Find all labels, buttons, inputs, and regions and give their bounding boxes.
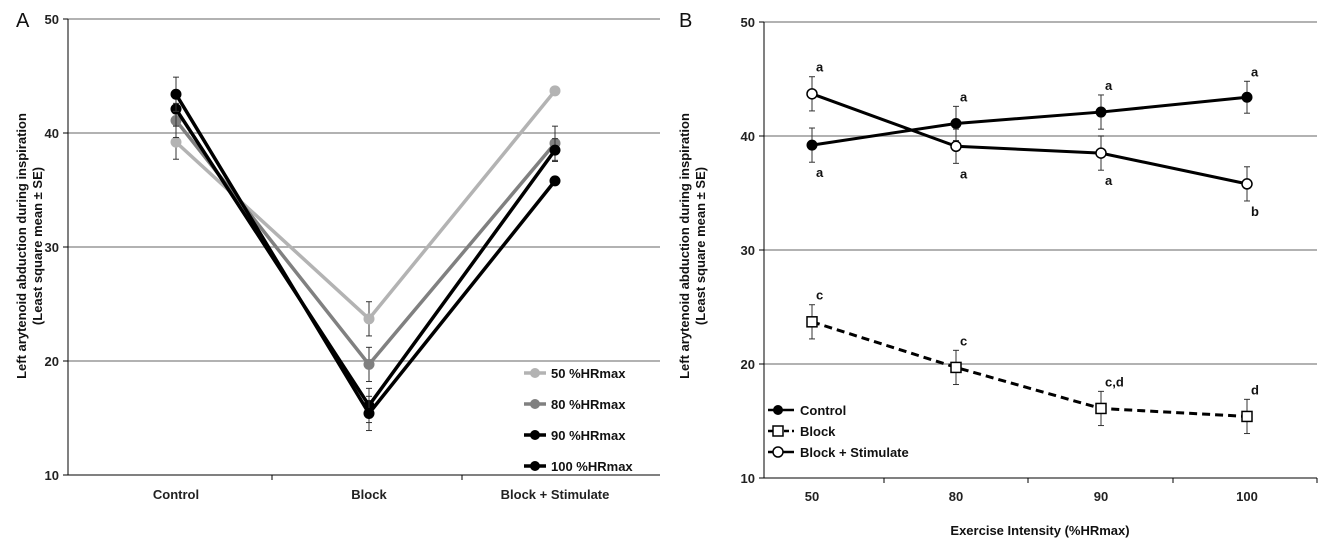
x-tick-label-b: 90: [1094, 489, 1108, 504]
y-tick-label-a: 50: [45, 12, 59, 27]
data-point-b: [950, 140, 962, 153]
legend-marker-a: [530, 368, 540, 378]
data-point-b: [1241, 178, 1253, 190]
significance-label-b: d: [1251, 382, 1259, 397]
data-point-a: [363, 407, 375, 419]
legend-label-a: 100 %HRmax: [551, 459, 633, 474]
significance-label-b: a: [1251, 64, 1259, 79]
y-tick-label-a: 10: [45, 468, 59, 483]
data-point-a: [549, 144, 561, 156]
data-point-a: [170, 88, 182, 100]
significance-label-b: c: [960, 333, 967, 348]
legend-marker-a: [530, 461, 540, 471]
legend-label-b: Block + Stimulate: [800, 445, 909, 460]
y-axis-title-a-line1: Left arytenoid abduction during inspirat…: [14, 113, 29, 379]
x-tick-label-b: 50: [805, 489, 819, 504]
data-point-b: [1241, 91, 1253, 103]
significance-label-b: b: [1251, 204, 1259, 219]
series-line-b: [811, 92, 1248, 186]
legend-marker-b: [772, 446, 784, 458]
y-tick-label-a: 20: [45, 354, 59, 369]
panel-label-a: A: [16, 10, 30, 32]
y-axis-title-b-line2: (Least square mean ± SE): [693, 167, 708, 325]
legend-label-b: Block: [800, 424, 836, 439]
data-point-b: [806, 316, 818, 328]
legend-marker-b: [772, 425, 784, 437]
legend-label-a: 90 %HRmax: [551, 428, 626, 443]
data-point-b: [1095, 402, 1107, 415]
significance-label-b: a: [1105, 173, 1113, 188]
x-tick-label-a: Block + Stimulate: [501, 487, 610, 502]
significance-label-b: a: [960, 89, 968, 104]
significance-label-b: c,d: [1105, 374, 1124, 389]
significance-label-b: a: [816, 165, 824, 180]
data-point-a: [549, 175, 561, 187]
series-line-a: [174, 89, 557, 322]
y-axis-title-b-line1: Left arytenoid abduction during inspirat…: [677, 113, 692, 379]
data-point-b: [950, 361, 962, 374]
series-line-b: [811, 95, 1248, 147]
series-line-a: [174, 119, 557, 368]
x-tick-label-b: 80: [949, 489, 963, 504]
data-point-a: [363, 358, 375, 370]
y-axis-title-a-line2: (Least square mean ± SE): [30, 167, 45, 325]
x-tick-label-a: Block: [351, 487, 387, 502]
x-tick-label-a: Control: [153, 487, 199, 502]
significance-label-b: a: [960, 166, 968, 181]
legend-label-a: 50 %HRmax: [551, 366, 626, 381]
legend-marker-b: [773, 405, 783, 415]
y-tick-label-b: 30: [741, 243, 755, 258]
y-axis-title-b: Left arytenoid abduction during inspirat…: [677, 113, 708, 379]
legend-label-b: Control: [800, 403, 846, 418]
data-point-a: [363, 313, 375, 325]
y-tick-label-b: 20: [741, 357, 755, 372]
data-point-a: [170, 136, 182, 148]
y-axis-title-a: Left arytenoid abduction during inspirat…: [14, 113, 45, 379]
data-point-b: [1095, 147, 1107, 159]
y-tick-label-b: 10: [741, 471, 755, 486]
data-point-b: [1241, 410, 1253, 423]
data-point-b: [950, 117, 962, 129]
significance-label-b: a: [1105, 78, 1113, 93]
data-point-b: [806, 139, 818, 151]
panel-label-b: B: [679, 10, 692, 32]
y-tick-label-a: 40: [45, 126, 59, 141]
x-tick-label-b: 100: [1236, 489, 1258, 504]
significance-label-b: a: [816, 60, 824, 75]
legend-marker-a: [530, 430, 540, 440]
significance-label-b: c: [816, 288, 823, 303]
y-tick-label-b: 50: [741, 15, 755, 30]
y-tick-label-b: 40: [741, 129, 755, 144]
x-axis-title-b: Exercise Intensity (%HRmax): [950, 523, 1129, 538]
series-line-b: [811, 320, 1248, 418]
y-tick-label-a: 30: [45, 240, 59, 255]
data-point-b: [806, 88, 818, 100]
data-point-b: [1095, 106, 1107, 118]
data-point-a: [549, 85, 561, 97]
legend-label-a: 80 %HRmax: [551, 397, 626, 412]
legend-marker-a: [530, 399, 540, 409]
